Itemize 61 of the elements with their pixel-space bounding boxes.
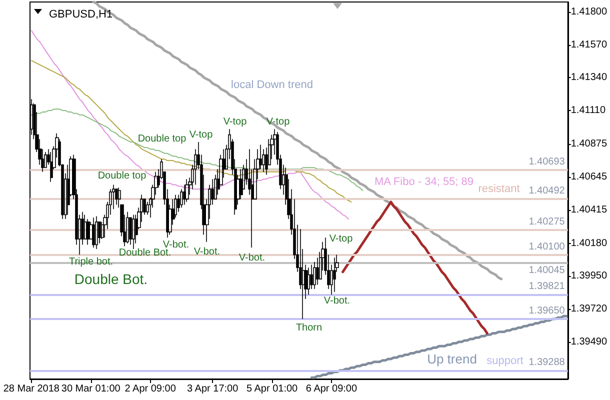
x-tick-label: 3 Apr 17:00 bbox=[187, 384, 239, 394]
ref-line-label: 1.40492 bbox=[528, 185, 566, 196]
candlestick bbox=[95, 216, 98, 250]
candlestick bbox=[132, 214, 135, 250]
y-tick-label: 1.41800 bbox=[570, 6, 608, 18]
ref-line-label: 1.40045 bbox=[528, 265, 566, 276]
candlestick bbox=[307, 267, 310, 296]
annotation: Thorn bbox=[296, 322, 322, 334]
y-tick-label: 1.39720 bbox=[570, 304, 608, 315]
annotation: V-top bbox=[329, 234, 354, 244]
x-tick-label: 2 Apr 09:00 bbox=[124, 384, 176, 394]
candlestick bbox=[262, 148, 265, 172]
annotation: Double top bbox=[98, 170, 147, 182]
annotation: Double Bot. bbox=[118, 248, 172, 258]
y-tick-label: 1.40180 bbox=[570, 238, 608, 249]
ref-line-label: 1.39650 bbox=[528, 306, 566, 317]
annotation: V-bot. bbox=[324, 296, 350, 306]
annotation: Double top bbox=[138, 134, 187, 144]
annotation: Double Bot. bbox=[74, 271, 148, 287]
ref-line-label: 1.40693 bbox=[528, 156, 566, 168]
ref-line-label: 1.39821 bbox=[528, 281, 566, 292]
y-tick-label: 1.39950 bbox=[570, 270, 608, 282]
candlestick bbox=[44, 152, 47, 168]
annotation: Triple bot. bbox=[68, 256, 114, 268]
x-tick-label: 28 Mar 2018 bbox=[3, 384, 60, 394]
ref-line-label: 1.39288 bbox=[528, 357, 566, 368]
annotation: V-top bbox=[223, 116, 248, 128]
x-tick-label: 30 Mar 01:00 bbox=[61, 384, 121, 394]
annotation: MA Fibo - 34; 55; 89 bbox=[374, 176, 474, 188]
candlestick bbox=[92, 217, 95, 248]
annotation: V-top bbox=[266, 116, 290, 128]
candlestick bbox=[126, 212, 129, 244]
y-tick-label: 1.40415 bbox=[570, 204, 608, 216]
ref-line-label: 1.40275 bbox=[528, 216, 566, 228]
x-tick-label: 6 Apr 09:00 bbox=[306, 384, 358, 394]
y-tick-label: 1.41570 bbox=[570, 39, 608, 50]
candlestick bbox=[185, 178, 189, 202]
candlestick bbox=[146, 202, 149, 216]
annotation: V-bot. bbox=[162, 240, 190, 250]
line-series bbox=[30, 60, 352, 202]
candlestick bbox=[115, 188, 118, 206]
y-tick-label: 1.39490 bbox=[570, 336, 608, 348]
annotation: resistant bbox=[478, 183, 520, 195]
annotation: V-top bbox=[189, 130, 214, 140]
annotation: Up trend bbox=[427, 352, 477, 366]
annotation: V-bot. bbox=[238, 252, 266, 264]
annotation: local Down trend bbox=[231, 79, 313, 91]
y-tick-label: 1.41110 bbox=[570, 105, 606, 116]
line-series bbox=[30, 108, 364, 191]
line-series bbox=[30, 30, 349, 220]
annotation: V-bot. bbox=[194, 246, 220, 258]
candlestick bbox=[313, 262, 316, 290]
candlestick bbox=[180, 188, 183, 208]
candlestick bbox=[333, 257, 336, 292]
ref-line-label: 1.40100 bbox=[528, 241, 566, 252]
text: GBPUSD,H1 bbox=[49, 8, 113, 20]
y-tick-label: 1.40645 bbox=[570, 171, 608, 182]
y-tick-label: 1.41340 bbox=[570, 72, 608, 84]
y-tick-label: 1.40875 bbox=[570, 138, 608, 150]
annotation: support bbox=[486, 355, 524, 367]
x-tick-label: 5 Apr 01:00 bbox=[246, 384, 298, 394]
